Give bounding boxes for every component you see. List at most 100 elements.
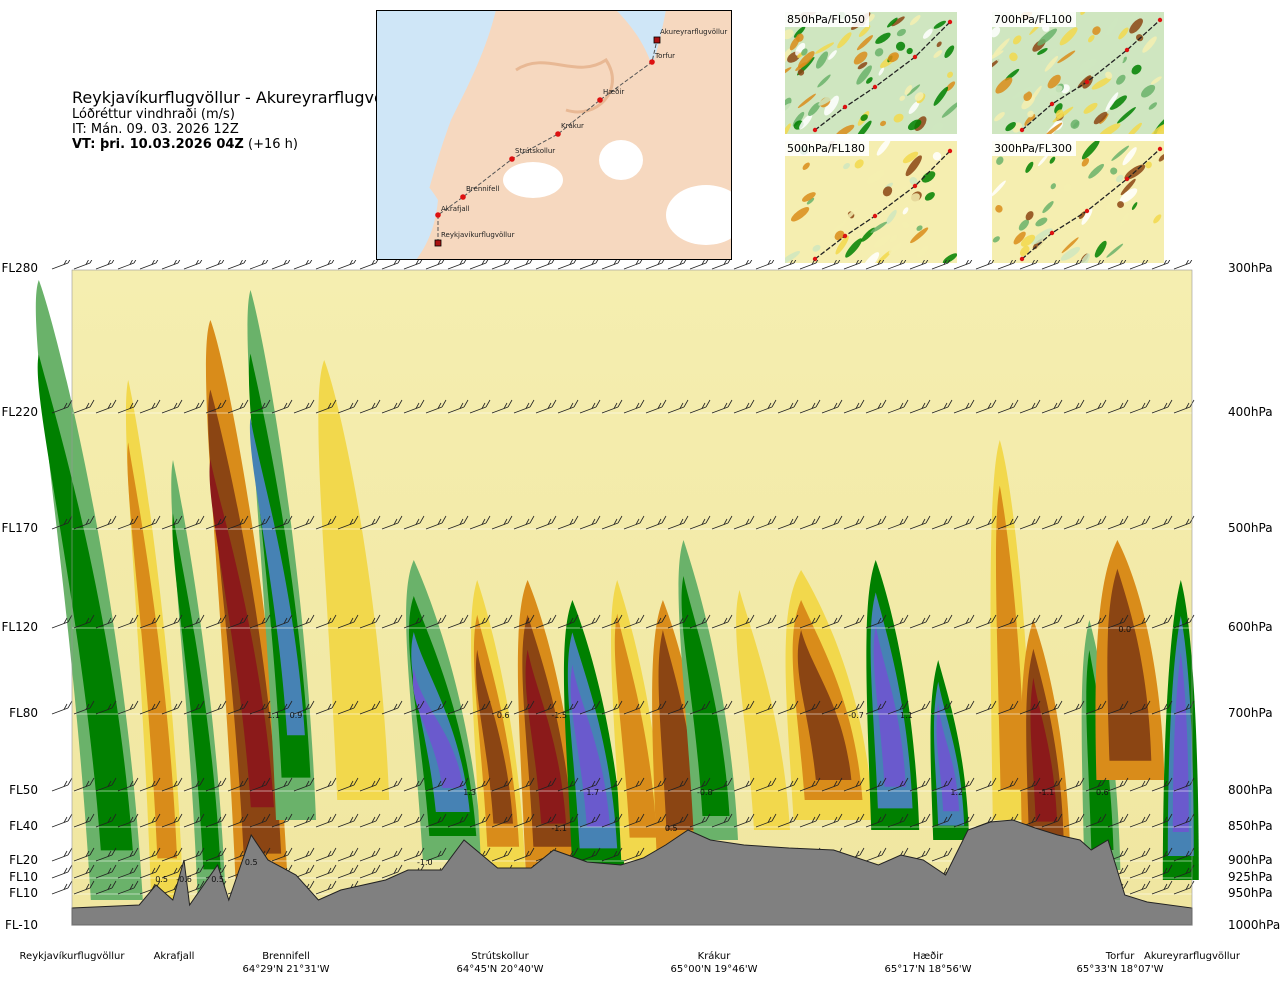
inset-field-blob bbox=[1153, 214, 1162, 224]
route-map-glacier-1 bbox=[503, 162, 563, 198]
location-name: Akrafjall bbox=[153, 951, 195, 962]
wind-barb bbox=[359, 847, 381, 862]
inset-field-blob bbox=[1018, 219, 1030, 231]
wind-barb bbox=[777, 777, 799, 792]
wind-barb bbox=[645, 777, 667, 792]
wind-barb bbox=[381, 700, 403, 715]
inset-field-blob bbox=[1055, 109, 1064, 119]
wind-barb bbox=[1085, 777, 1107, 792]
wind-barb bbox=[1019, 777, 1041, 792]
wind-barb bbox=[733, 777, 755, 792]
location-name: Brennifell bbox=[262, 951, 310, 962]
value-label: 1.1 bbox=[900, 711, 913, 720]
wind-barb bbox=[1107, 399, 1129, 414]
wind-barb bbox=[293, 847, 315, 862]
inset-field-blob bbox=[793, 26, 806, 38]
inset-label-bg bbox=[992, 141, 1076, 156]
location-coords: 64°29'N 21°31'W bbox=[242, 964, 330, 975]
inset-label: 500hPa/FL180 bbox=[787, 142, 865, 155]
wind-barb bbox=[799, 813, 821, 828]
pressure-tick: 400hPa bbox=[1228, 405, 1273, 419]
map-airport-marker bbox=[653, 36, 661, 44]
inset-waypoint bbox=[947, 19, 953, 25]
wind-barb bbox=[623, 813, 645, 828]
wind-barb bbox=[337, 515, 359, 530]
wind-barb bbox=[183, 864, 205, 879]
inset-field-blob bbox=[1092, 26, 1101, 35]
inset-field-blob bbox=[866, 77, 873, 84]
level-inset-map: 850hPa/FL050 bbox=[785, 12, 957, 134]
inset-field-blob bbox=[1037, 28, 1058, 46]
wind-barb bbox=[601, 700, 623, 715]
wind-barb bbox=[139, 777, 161, 792]
wind-barb bbox=[689, 700, 711, 715]
wind-barb bbox=[557, 813, 579, 828]
wind-barb bbox=[249, 399, 271, 414]
wind-barb bbox=[777, 813, 799, 828]
wind-barb bbox=[1151, 399, 1173, 414]
wind-barb bbox=[447, 515, 469, 530]
wind-barb bbox=[117, 399, 139, 414]
wind-barb bbox=[1151, 260, 1171, 270]
inset-field-blob bbox=[902, 207, 909, 215]
inset-field-blob bbox=[876, 141, 891, 156]
inset-field-blob bbox=[916, 245, 929, 258]
wind-barb bbox=[1041, 777, 1063, 792]
wind-barb bbox=[491, 847, 513, 862]
inset-field-blob bbox=[802, 162, 810, 170]
wind-barb bbox=[799, 700, 821, 715]
inset-field-blob bbox=[875, 32, 891, 44]
wind-barb bbox=[667, 777, 689, 792]
wind-barb bbox=[711, 700, 733, 715]
wind-barb bbox=[491, 813, 513, 828]
wind-barb bbox=[535, 260, 555, 270]
wind-barb bbox=[557, 700, 579, 715]
wind-barb bbox=[821, 399, 843, 414]
pressure-tick: 925hPa bbox=[1228, 870, 1273, 884]
inset-field-blob bbox=[902, 221, 910, 229]
inset-field-blob bbox=[1034, 234, 1050, 256]
wind-barb bbox=[601, 399, 623, 414]
wind-barb bbox=[513, 260, 533, 270]
wind-barb bbox=[513, 813, 535, 828]
wind-barb bbox=[1129, 515, 1151, 530]
wind-barb bbox=[513, 700, 535, 715]
inset-waypoint bbox=[1084, 208, 1090, 214]
wind-barb bbox=[271, 700, 293, 715]
wind-barb bbox=[403, 813, 425, 828]
wind-barb bbox=[337, 847, 359, 862]
wind-barb bbox=[997, 260, 1017, 270]
wind-barb bbox=[535, 614, 557, 629]
valid-time: VT: þri. 10.03.2026 04Z (+16 h) bbox=[72, 137, 372, 152]
wind-barb bbox=[1151, 777, 1173, 792]
inset-field-blob bbox=[1042, 201, 1054, 214]
inset-field-blob bbox=[830, 220, 847, 235]
inset-field-blob bbox=[1119, 188, 1138, 204]
inset-label: 700hPa/FL100 bbox=[994, 13, 1072, 26]
inset-field-blob bbox=[947, 71, 954, 78]
velocity-band bbox=[172, 513, 221, 870]
inset-field-blob bbox=[824, 95, 839, 116]
wind-barb bbox=[623, 515, 645, 530]
inset-field-blob bbox=[802, 192, 816, 202]
route-waypoints: Akureyrarflugvöllur Torfur Hæðir Krákur Strú… bbox=[434, 28, 727, 247]
wind-barb bbox=[1151, 614, 1173, 629]
inset-field-blob bbox=[1019, 245, 1030, 257]
wind-barb bbox=[667, 700, 689, 715]
inset-field-blob bbox=[996, 55, 1003, 62]
inset-field-blob bbox=[924, 183, 934, 190]
inset-waypoint bbox=[812, 256, 818, 262]
inset-field-blob bbox=[933, 86, 949, 106]
wind-barb bbox=[887, 260, 907, 270]
wind-barb bbox=[51, 813, 73, 828]
wind-barb bbox=[381, 260, 401, 270]
inset-field-blob bbox=[1009, 52, 1018, 62]
inset-field-blob bbox=[1013, 231, 1026, 245]
wind-barb bbox=[733, 700, 755, 715]
wind-barb bbox=[183, 399, 205, 414]
wind-barb bbox=[447, 700, 469, 715]
inset-field-blob bbox=[1142, 36, 1157, 53]
inset-field-blob bbox=[1091, 77, 1112, 90]
inset-waypoint bbox=[872, 213, 878, 219]
inset-field-blob bbox=[931, 122, 944, 134]
